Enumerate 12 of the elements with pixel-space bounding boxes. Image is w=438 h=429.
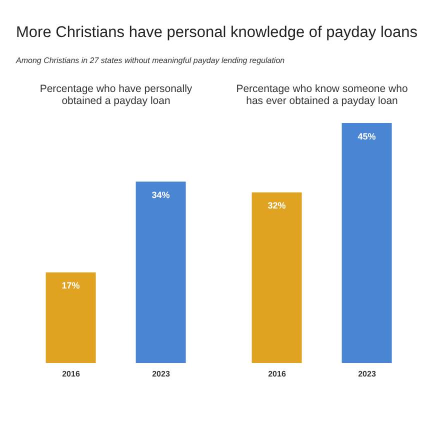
x-tick-label: 2023	[358, 370, 376, 379]
x-tick-label: 2023	[152, 370, 170, 379]
text: Percentage who know someone who has ever obtained a payday loan	[235, 83, 409, 109]
text: Percentage who have personally obtained a payday loan	[38, 83, 194, 109]
data-label: 32%	[268, 200, 286, 211]
data-label: 17%	[62, 280, 80, 291]
data-label: 45%	[358, 131, 376, 142]
chart-title: More Christians have personal knowledge of payday loans	[16, 24, 419, 42]
data-label: 34%	[152, 190, 170, 200]
x-tick-label: 2016	[62, 370, 80, 379]
chart-subtitle: Among Christians in 27 states without meaningful payday lending regulation	[16, 56, 286, 65]
x-tick-label: 2016	[268, 370, 286, 379]
